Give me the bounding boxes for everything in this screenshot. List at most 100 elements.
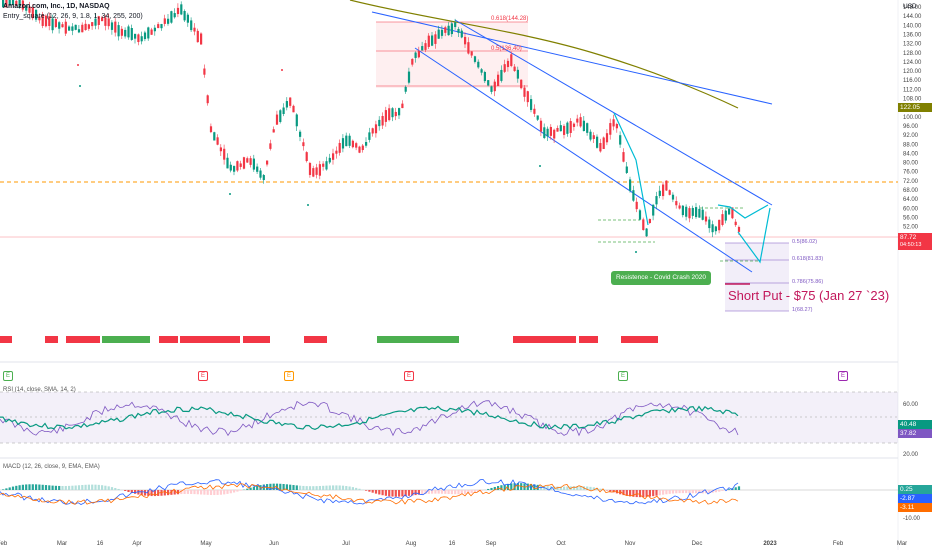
candle: [193, 27, 196, 32]
macd-hist-bar: [454, 490, 457, 495]
macd-hist-bar: [41, 484, 44, 490]
rsi-tick-label: 20.00: [903, 452, 919, 458]
candle: [447, 25, 450, 36]
price-tick-label: 92.00: [903, 133, 919, 139]
candle: [153, 27, 156, 32]
macd-hist-bar: [35, 484, 38, 490]
candle: [130, 28, 133, 40]
macd-hist-bar: [497, 486, 500, 490]
candle: [493, 81, 496, 92]
macd-hist-bar: [285, 484, 288, 490]
channel-lower[interactable]: [414, 47, 753, 273]
signal-dot: [539, 165, 541, 167]
macd-hist-bar: [734, 487, 737, 490]
macd-hist-bar: [655, 490, 658, 496]
candle: [417, 51, 420, 58]
macd-hist-bar: [269, 483, 272, 490]
price-axis-bg: [898, 0, 932, 550]
macd-hist-tag: 0.25: [898, 485, 932, 494]
candle: [662, 184, 665, 197]
macd-hist-bar: [74, 485, 77, 490]
candle: [2, 0, 5, 8]
projection-arrow-1: [737, 207, 771, 264]
macd-hist-bar: [365, 490, 368, 491]
time-tick-label: Mar: [57, 541, 67, 547]
price-tick-label: 136.00: [903, 32, 922, 38]
symbol-title[interactable]: Amazon.com, Inc., 1D, NASDAQ: [3, 3, 110, 10]
channel-upper[interactable]: [454, 19, 773, 206]
candle: [698, 208, 701, 218]
candle: [404, 86, 407, 92]
macd-title[interactable]: MACD (12, 26, close, 9, EMA, EMA): [3, 464, 100, 470]
macd-hist-bar: [233, 490, 236, 493]
candle: [209, 126, 213, 133]
candle: [520, 79, 523, 89]
macd-hist-bar: [599, 488, 602, 490]
signal-bear-bar: [579, 336, 598, 343]
candle: [328, 157, 331, 163]
candle: [569, 121, 572, 133]
candle: [635, 201, 638, 210]
candle: [11, 0, 15, 6]
candle: [371, 128, 374, 134]
indicator-title[interactable]: Entry_square (12, 26, 9, 1.8, 1, 34, 255…: [3, 13, 143, 20]
ma200-tag: 122.05: [898, 103, 932, 112]
macd-hist-bar: [421, 490, 424, 495]
earnings-marker[interactable]: E: [3, 371, 13, 381]
macd-hist-bar: [2, 489, 5, 490]
macd-hist-bar: [691, 490, 694, 494]
signal-bear-bar: [621, 336, 658, 343]
candle: [718, 219, 721, 231]
macd-hist-bar: [662, 490, 665, 495]
candle: [668, 190, 671, 195]
macd-hist-bar: [378, 490, 381, 495]
macd-hist-bar: [186, 490, 189, 494]
macd-hist-bar: [632, 490, 635, 497]
candle: [285, 101, 288, 108]
candle: [701, 209, 704, 220]
earnings-marker[interactable]: E: [198, 371, 208, 381]
candle: [642, 219, 645, 230]
candle: [526, 91, 529, 103]
earnings-marker[interactable]: E: [618, 371, 628, 381]
macd-hist-bar: [530, 483, 533, 490]
fib-label-0786-lower: 0.786(75.86): [792, 279, 824, 285]
macd-hist-bar: [381, 490, 384, 496]
candle: [58, 22, 61, 29]
macd-hist-bar: [437, 490, 440, 494]
macd-hist-bar: [404, 490, 407, 497]
candle: [110, 22, 114, 30]
earnings-marker[interactable]: E: [838, 371, 848, 381]
macd-hist-bar: [556, 486, 559, 490]
candle: [68, 26, 71, 31]
candle: [48, 16, 51, 26]
candle: [576, 118, 579, 123]
candle: [457, 28, 460, 33]
candle: [648, 218, 651, 223]
macd-hist-bar: [371, 490, 374, 493]
macd-hist-bar: [61, 486, 64, 490]
candle: [480, 69, 483, 73]
macd-hist-bar: [209, 490, 213, 495]
earnings-marker[interactable]: E: [404, 371, 414, 381]
candle: [226, 157, 229, 169]
macd-hist-bar: [642, 490, 645, 498]
rsi-title[interactable]: RSI (14, close, SMA, 14, 2): [3, 387, 76, 393]
candle: [609, 123, 612, 135]
fib-label-0618-upper: 0.618(144.28): [491, 16, 529, 22]
candle: [266, 160, 269, 165]
macd-hist-bar: [708, 490, 711, 494]
price-tick-label: 100.00: [903, 115, 922, 121]
earnings-marker[interactable]: E: [284, 371, 294, 381]
macd-hist-bar: [295, 485, 298, 490]
short-put-label[interactable]: Short Put - $75 (Jan 27 `23): [728, 288, 890, 303]
resistance-callout[interactable]: Resistence - Covid Crash 2020: [611, 271, 711, 285]
candle: [401, 103, 404, 109]
candle: [734, 221, 737, 226]
candle: [407, 71, 411, 83]
signal-row: [0, 336, 658, 343]
price-tick-label: 84.00: [903, 151, 919, 157]
macd-hist-bar: [252, 486, 255, 490]
candle: [605, 133, 609, 143]
